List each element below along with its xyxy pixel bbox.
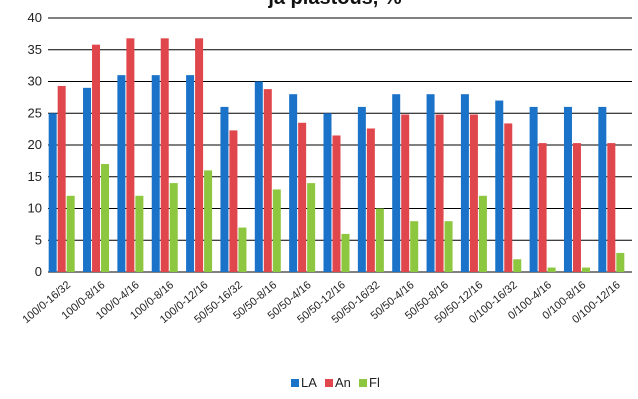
- bar-la-14: [529, 106, 538, 273]
- legend-swatch-fl: [359, 379, 367, 387]
- y-tick-label: 10: [28, 201, 42, 216]
- bar-an-10: [401, 114, 410, 273]
- bar-la-13: [495, 100, 504, 272]
- bar-la-1: [83, 87, 92, 272]
- bar-la-7: [289, 94, 298, 272]
- chart-title: ja plastous, %: [267, 0, 402, 9]
- bar-fl-16: [616, 252, 625, 272]
- bar-an-2: [126, 38, 135, 272]
- legend-label-la: LA: [301, 375, 317, 390]
- bar-fl-15: [581, 267, 590, 272]
- bar-la-6: [254, 81, 263, 272]
- bar-fl-14: [547, 267, 556, 272]
- bar-la-8: [323, 113, 332, 272]
- bar-la-11: [426, 94, 435, 272]
- y-tick-label: 35: [28, 42, 42, 57]
- bars: [48, 38, 625, 273]
- bar-la-15: [563, 106, 572, 273]
- bar-an-8: [332, 135, 341, 272]
- legend-swatch-an: [325, 379, 333, 387]
- legend-label-fl: Fl: [369, 375, 380, 390]
- bar-fl-2: [135, 195, 144, 272]
- y-tick-label: 0: [35, 264, 42, 279]
- bar-fl-8: [341, 233, 350, 272]
- y-tick-label: 30: [28, 74, 42, 89]
- bar-an-5: [229, 130, 238, 272]
- legend-label-an: An: [335, 375, 351, 390]
- legend-swatch-la: [291, 379, 299, 387]
- bar-an-15: [572, 143, 581, 272]
- bar-an-9: [366, 128, 375, 272]
- bar-an-16: [607, 143, 616, 272]
- bar-an-1: [92, 44, 101, 272]
- y-tick-label: 25: [28, 105, 42, 120]
- bar-fl-6: [272, 189, 281, 272]
- y-axis-ticks: 0 5 10 15 20 25 30 35 40: [28, 10, 42, 279]
- bar-an-3: [160, 38, 169, 272]
- bar-la-5: [220, 106, 229, 273]
- bar-fl-11: [444, 221, 453, 272]
- legend: LA An Fl: [291, 375, 380, 390]
- y-tick-label: 15: [28, 169, 42, 184]
- bar-la-2: [117, 75, 126, 273]
- y-tick-label: 40: [28, 10, 42, 25]
- bar-la-9: [357, 106, 366, 273]
- bar-fl-5: [238, 227, 247, 272]
- bar-fl-0: [66, 195, 75, 272]
- bar-an-14: [538, 143, 547, 272]
- bar-an-7: [298, 122, 307, 273]
- bar-an-0: [57, 85, 66, 272]
- bar-la-4: [186, 75, 195, 273]
- bar-fl-13: [513, 259, 522, 272]
- bar-la-0: [48, 113, 57, 272]
- y-tick-label: 20: [28, 137, 42, 152]
- bar-fl-12: [478, 195, 487, 272]
- bar-la-3: [151, 75, 160, 273]
- bar-fl-1: [101, 164, 110, 272]
- bar-la-10: [392, 94, 401, 272]
- bar-la-12: [460, 94, 469, 272]
- bar-fl-7: [307, 183, 316, 272]
- x-axis-labels: 100/0-16/32100/0-8/16100/0-4/16100/0-8/1…: [20, 279, 622, 326]
- bar-fl-10: [410, 221, 419, 272]
- bar-an-4: [195, 38, 204, 272]
- bar-fl-4: [204, 170, 213, 272]
- bar-an-11: [435, 114, 444, 273]
- bar-fl-3: [169, 183, 178, 272]
- bar-an-13: [504, 123, 513, 272]
- bar-la-16: [598, 106, 607, 273]
- y-tick-label: 5: [35, 232, 42, 247]
- bar-fl-9: [375, 208, 384, 272]
- bar-an-12: [469, 114, 478, 273]
- bar-an-6: [263, 89, 272, 273]
